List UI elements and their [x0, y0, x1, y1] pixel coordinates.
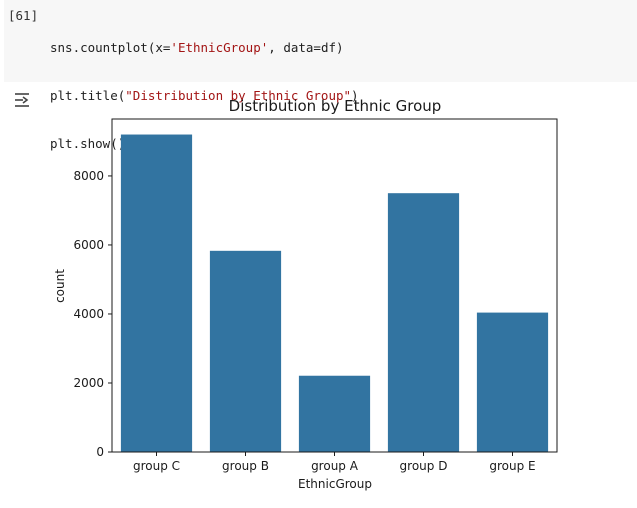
bar-group-D [387, 193, 460, 452]
code-line-3: plt.show() [50, 136, 126, 151]
output-collapse-icon[interactable] [12, 90, 32, 110]
y-tick-label: 8000 [73, 169, 104, 183]
bar-group-B [209, 250, 282, 452]
bar-group-E [476, 312, 549, 452]
bar-group-A [298, 375, 371, 452]
x-tick-label: group D [400, 459, 448, 473]
code-editor[interactable]: sns.countplot(x='EthnicGroup', data=df) … [50, 8, 359, 184]
y-tick-label: 0 [96, 445, 104, 459]
y-tick-label: 2000 [73, 376, 104, 390]
y-tick-label: 6000 [73, 238, 104, 252]
x-tick-label: group E [489, 459, 535, 473]
y-axis-label: count [53, 269, 67, 303]
x-axis-label: EthnicGroup [298, 477, 372, 491]
bar-group-C [120, 134, 193, 452]
code-line-1: sns.countplot(x='EthnicGroup', data=df) [50, 40, 344, 55]
code-cell[interactable]: [61] sns.countplot(x='EthnicGroup', data… [4, 0, 637, 151]
chart-title: Distribution by Ethnic Group [229, 97, 442, 115]
y-tick-label: 4000 [73, 307, 104, 321]
x-tick-label: group A [311, 459, 359, 473]
x-tick-label: group B [222, 459, 269, 473]
execution-count: [61] [8, 8, 39, 23]
x-tick-label: group C [133, 459, 180, 473]
plot-frame [111, 118, 558, 453]
code-line-2: plt.title("Distribution by Ethnic Group"… [50, 88, 359, 103]
